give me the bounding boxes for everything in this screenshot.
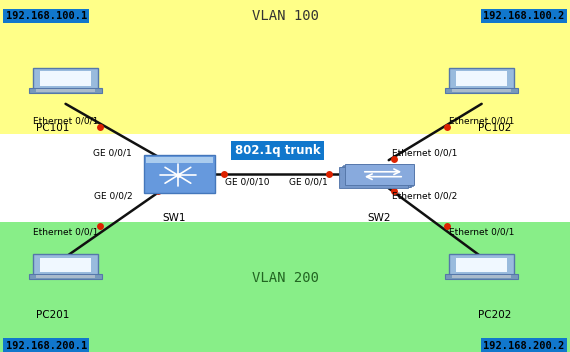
Text: Ethernet 0/0/1: Ethernet 0/0/1 bbox=[392, 149, 458, 158]
FancyBboxPatch shape bbox=[36, 89, 95, 92]
FancyBboxPatch shape bbox=[36, 275, 95, 278]
FancyBboxPatch shape bbox=[144, 156, 215, 193]
Text: GE 0/0/1: GE 0/0/1 bbox=[289, 178, 328, 187]
FancyBboxPatch shape bbox=[452, 275, 511, 278]
FancyBboxPatch shape bbox=[40, 71, 91, 86]
FancyBboxPatch shape bbox=[40, 258, 91, 272]
Text: Ethernet 0/0/1: Ethernet 0/0/1 bbox=[449, 227, 515, 236]
FancyBboxPatch shape bbox=[344, 164, 414, 185]
FancyBboxPatch shape bbox=[339, 168, 408, 188]
FancyBboxPatch shape bbox=[449, 68, 514, 89]
Text: Ethernet 0/0/2: Ethernet 0/0/2 bbox=[392, 192, 457, 201]
Text: SW2: SW2 bbox=[367, 213, 391, 223]
Text: Ethernet 0/0/1: Ethernet 0/0/1 bbox=[449, 117, 515, 126]
FancyBboxPatch shape bbox=[456, 258, 507, 272]
Text: 192.168.100.2: 192.168.100.2 bbox=[483, 11, 564, 21]
Text: PC202: PC202 bbox=[478, 310, 511, 320]
Text: GE 0/0/1: GE 0/0/1 bbox=[93, 149, 132, 158]
Text: VLAN 200: VLAN 200 bbox=[251, 271, 319, 285]
FancyBboxPatch shape bbox=[445, 274, 518, 279]
Text: 192.168.200.2: 192.168.200.2 bbox=[483, 341, 564, 351]
Text: 192.168.100.1: 192.168.100.1 bbox=[6, 11, 87, 21]
Text: GE 0/0/10: GE 0/0/10 bbox=[225, 178, 270, 187]
FancyBboxPatch shape bbox=[452, 89, 511, 92]
Text: 802.1q trunk: 802.1q trunk bbox=[235, 144, 320, 157]
Text: PC101: PC101 bbox=[36, 123, 70, 133]
Text: VLAN 100: VLAN 100 bbox=[251, 9, 319, 23]
Text: GE 0/0/2: GE 0/0/2 bbox=[93, 192, 132, 201]
Bar bbox=[0, 222, 570, 352]
Text: Ethernet 0/0/1: Ethernet 0/0/1 bbox=[32, 227, 98, 236]
Text: 192.168.200.1: 192.168.200.1 bbox=[6, 341, 87, 351]
Text: Ethernet 0/0/1: Ethernet 0/0/1 bbox=[32, 117, 98, 126]
Bar bbox=[0, 0, 570, 134]
FancyBboxPatch shape bbox=[146, 157, 213, 163]
FancyBboxPatch shape bbox=[343, 165, 413, 186]
FancyBboxPatch shape bbox=[445, 88, 518, 93]
FancyBboxPatch shape bbox=[449, 254, 514, 275]
FancyBboxPatch shape bbox=[340, 166, 410, 188]
FancyBboxPatch shape bbox=[29, 274, 102, 279]
Text: SW1: SW1 bbox=[162, 213, 186, 223]
Text: PC102: PC102 bbox=[478, 123, 511, 133]
FancyBboxPatch shape bbox=[29, 88, 102, 93]
Text: PC201: PC201 bbox=[36, 310, 70, 320]
FancyBboxPatch shape bbox=[341, 165, 411, 187]
FancyBboxPatch shape bbox=[456, 71, 507, 86]
FancyBboxPatch shape bbox=[33, 68, 98, 89]
FancyBboxPatch shape bbox=[33, 254, 98, 275]
